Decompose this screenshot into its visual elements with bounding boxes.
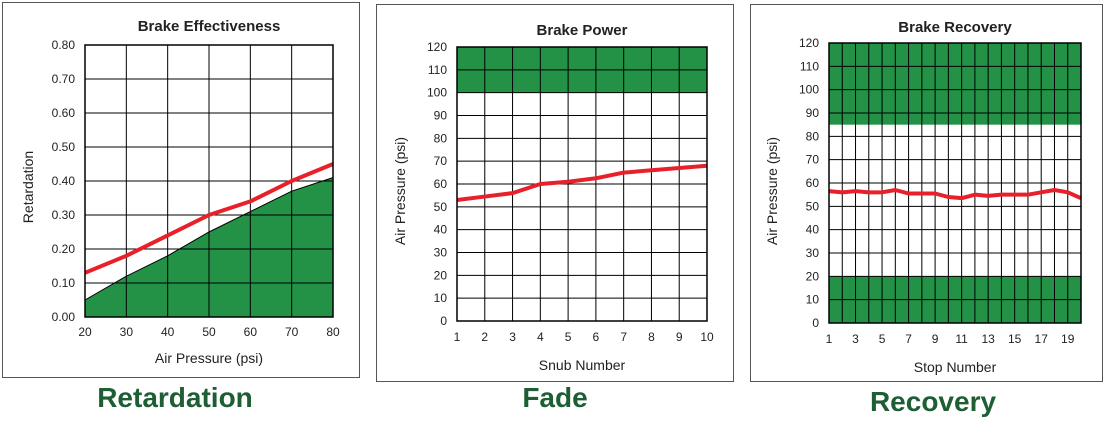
x-tick-label: 5	[879, 332, 886, 346]
x-tick-label: 6	[593, 330, 600, 344]
x-tick-label: 8	[648, 330, 655, 344]
x-axis-label: Air Pressure (psi)	[155, 350, 263, 366]
y-tick-label: 120	[799, 36, 819, 50]
y-tick-label: 0.20	[52, 242, 76, 256]
y-tick-label: 10	[434, 291, 448, 305]
x-tick-label: 80	[326, 325, 340, 339]
x-tick-label: 1	[454, 330, 461, 344]
chart-title: Brake Power	[537, 22, 628, 39]
x-tick-label: 17	[1035, 332, 1049, 346]
y-tick-label: 50	[806, 199, 820, 213]
y-tick-label: 40	[434, 223, 448, 237]
chart-panel-recovery: 0 10 20 30 40 50 60 70 80 90 100 110 120 1 3 5 7 9 11 13 15 1…	[750, 4, 1103, 382]
y-tick-label: 90	[806, 106, 820, 120]
line-series-0	[456, 163, 708, 202]
y-tick-label: 110	[800, 59, 819, 73]
y-tick-label: 10	[806, 293, 820, 307]
x-tick-label: 20	[78, 325, 92, 339]
x-axis-label: Stop Number	[914, 359, 997, 375]
x-tick-label: 9	[932, 332, 939, 346]
x-tick-label: 50	[202, 325, 216, 339]
y-tick-label: 0.60	[52, 106, 76, 120]
y-tick-label: 70	[806, 153, 820, 167]
y-tick-label: 0.50	[52, 140, 76, 154]
chart-panel-power: 0 10 20 30 40 50 60 70 80 90 100 110 120 1 2 3 4 5 6 7 8 9 10 B…	[376, 4, 734, 382]
x-tick-label: 30	[120, 325, 134, 339]
plot-frame	[456, 46, 708, 322]
x-tick-label: 19	[1061, 332, 1075, 346]
y-tick-label: 80	[806, 129, 820, 143]
chart-brake-effectiveness: 0.00 0.10 0.20 0.30 0.40 0.50 0.60 0.70 0.80 20 30…	[20, 18, 340, 366]
caption-recovery: Recovery	[869, 386, 997, 417]
y-tick-label: 30	[434, 246, 448, 260]
y-tick-label: 0.80	[52, 38, 76, 52]
y-tick-label: 60	[806, 176, 820, 190]
caption-retardation: Retardation	[97, 382, 253, 413]
x-tick-label: 3	[852, 332, 859, 346]
y-axis-label: Air Pressure (psi)	[764, 137, 780, 245]
y-tick-label: 20	[434, 268, 448, 282]
y-tick-label: 0	[812, 316, 819, 330]
x-tick-label: 5	[565, 330, 572, 344]
y-tick-label: 100	[427, 86, 447, 100]
y-axis-label: Retardation	[20, 151, 36, 223]
plot-frame	[828, 42, 1082, 324]
y-tick-label: 0	[440, 314, 447, 328]
chart-title: Brake Effectiveness	[138, 18, 281, 35]
y-axis-label: Air Pressure (psi)	[392, 137, 408, 245]
x-tick-label: 9	[676, 330, 683, 344]
y-tick-label: 100	[799, 83, 819, 97]
chart-panel-effectiveness: 0.00 0.10 0.20 0.30 0.40 0.50 0.60 0.70 0.80 20 30…	[2, 2, 360, 378]
y-tick-label: 40	[806, 223, 820, 237]
y-tick-label: 0.00	[52, 310, 76, 324]
y-tick-label: 70	[434, 154, 448, 168]
x-tick-label: 4	[537, 330, 544, 344]
line-series-0	[84, 162, 334, 275]
x-tick-label: 7	[620, 330, 627, 344]
y-tick-label: 120	[427, 40, 447, 54]
x-tick-label: 70	[285, 325, 299, 339]
shaded-band-0	[829, 43, 1081, 125]
x-tick-label: 7	[905, 332, 912, 346]
y-tick-label: 20	[806, 269, 820, 283]
chart-title: Brake Recovery	[898, 19, 1012, 36]
y-tick-label: 0.70	[52, 72, 76, 86]
x-tick-label: 3	[509, 330, 516, 344]
x-tick-label: 11	[955, 332, 968, 346]
x-tick-label: 10	[700, 330, 714, 344]
y-tick-label: 50	[434, 200, 448, 214]
x-tick-label: 40	[161, 325, 175, 339]
y-tick-label: 90	[434, 109, 448, 123]
y-tick-label: 0.40	[52, 174, 76, 188]
line-series-0	[828, 188, 1082, 201]
chart-brake-power: 0 10 20 30 40 50 60 70 80 90 100 110 120 1 2 3 4 5 6 7 8 9 10 B…	[392, 22, 714, 373]
y-tick-label: 110	[428, 63, 447, 77]
y-tick-label: 0.10	[52, 276, 76, 290]
x-tick-label: 2	[481, 330, 488, 344]
x-tick-label: 1	[826, 332, 833, 346]
y-tick-label: 80	[434, 131, 448, 145]
y-tick-label: 30	[806, 246, 820, 260]
x-tick-label: 15	[1008, 332, 1022, 346]
y-tick-label: 0.30	[52, 208, 76, 222]
y-tick-label: 60	[434, 177, 448, 191]
plot-frame	[84, 44, 334, 318]
x-axis-label: Snub Number	[539, 357, 626, 373]
caption-fade: Fade	[522, 382, 588, 413]
x-tick-label: 13	[981, 332, 995, 346]
x-tick-label: 60	[244, 325, 258, 339]
